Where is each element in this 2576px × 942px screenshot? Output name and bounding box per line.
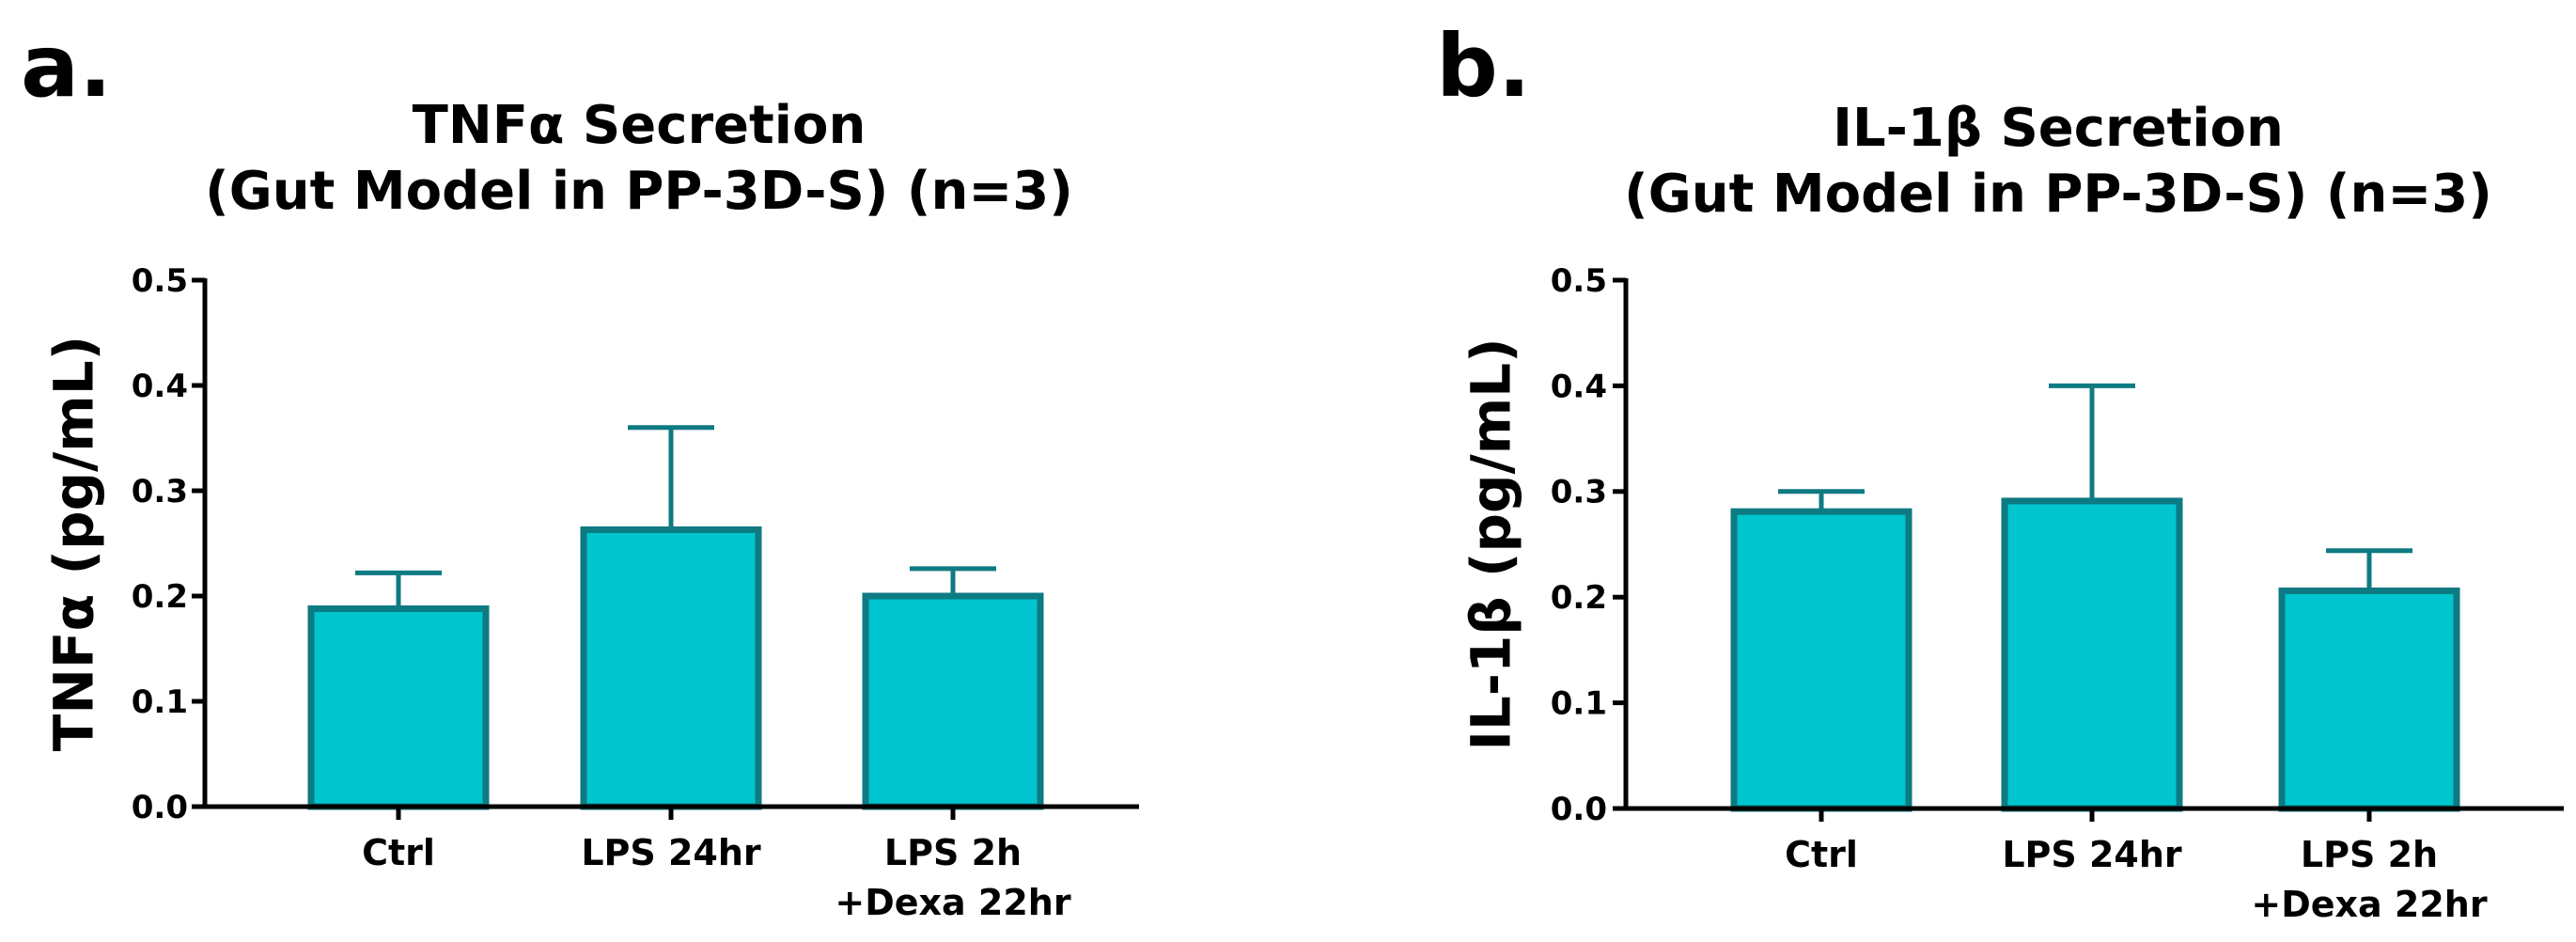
y-tick-label: 0.4 <box>132 368 188 405</box>
bar <box>1730 508 1912 812</box>
y-tick-label: 0.5 <box>132 262 188 300</box>
x-tick-label: LPS 24hr <box>581 832 761 873</box>
y-axis-label: TNFα (pg/mL) <box>41 336 105 751</box>
panel-a-tnfa-chart: a. TNFα Secretion(Gut Model in PP-3D-S) (… <box>21 16 1139 923</box>
y-tick-label: 0.4 <box>1551 368 1607 405</box>
bar <box>580 526 762 810</box>
bar <box>2278 587 2460 812</box>
y-tick-label: 0.5 <box>1551 262 1607 300</box>
chart-title-line-1: TNFα Secretion <box>413 95 866 156</box>
x-tick-label: LPS 2h <box>2301 834 2438 875</box>
panel-b-il1b-chart: b. IL-1β Secretion(Gut Model in PP-3D-S) … <box>1436 16 2564 925</box>
bar <box>2001 497 2183 812</box>
x-tick-label: LPS 24hr <box>2002 834 2182 875</box>
panel-letter: b. <box>1436 16 1531 117</box>
y-tick-label: 0.1 <box>1551 685 1607 723</box>
y-tick-label: 0.0 <box>132 789 188 826</box>
x-tick-label: Ctrl <box>1785 834 1858 875</box>
y-tick-label: 0.3 <box>132 473 188 510</box>
y-tick-label: 0.2 <box>132 578 188 616</box>
chart-title-line-2: (Gut Model in PP-3D-S) (n=3) <box>205 161 1073 222</box>
y-axis-label: IL-1β (pg/mL) <box>1459 338 1522 750</box>
panel-letter: a. <box>21 16 112 117</box>
bar <box>307 604 490 810</box>
y-tick-label: 0.2 <box>1551 579 1607 617</box>
x-tick-label: +Dexa 22hr <box>835 882 1070 923</box>
y-tick-label: 0.0 <box>1551 791 1607 828</box>
bar <box>862 592 1044 810</box>
x-tick-label: +Dexa 22hr <box>2251 884 2487 925</box>
x-tick-label: LPS 2h <box>884 832 1022 873</box>
x-tick-label: Ctrl <box>362 832 435 873</box>
chart-title-line-2: (Gut Model in PP-3D-S) (n=3) <box>1624 164 2492 225</box>
chart-title-line-1: IL-1β Secretion <box>1833 98 2284 159</box>
y-tick-label: 0.3 <box>1551 474 1607 511</box>
y-tick-label: 0.1 <box>132 683 188 721</box>
